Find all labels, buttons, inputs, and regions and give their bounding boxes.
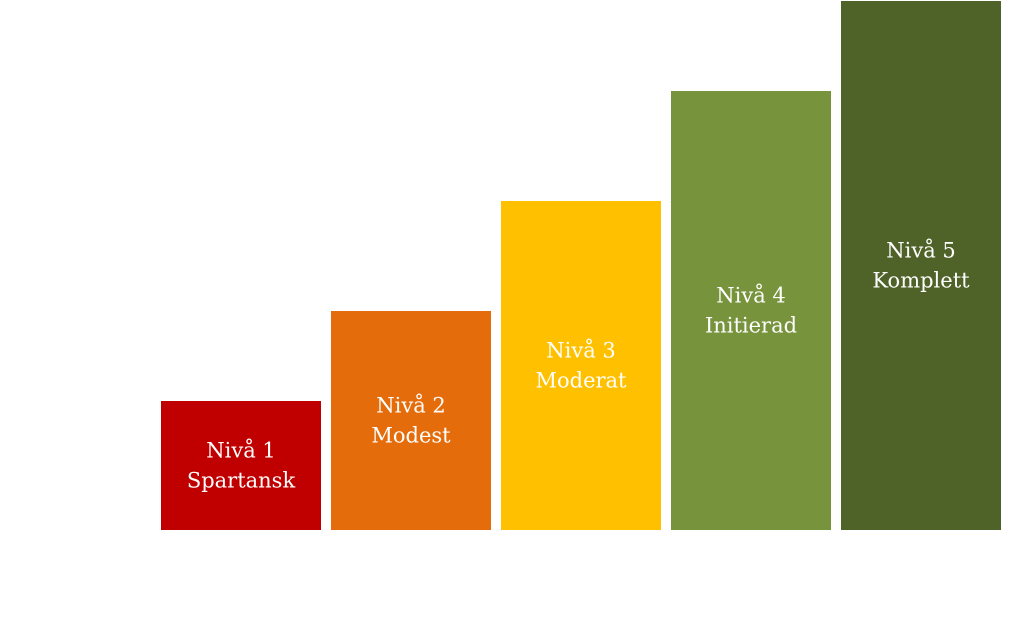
step-name: Initierad bbox=[705, 314, 797, 338]
step-level: Nivå 2 bbox=[376, 394, 446, 418]
step-level: Nivå 3 bbox=[546, 339, 616, 363]
step-1 bbox=[161, 401, 321, 530]
step-4 bbox=[671, 91, 831, 530]
step-level: Nivå 1 bbox=[206, 439, 276, 463]
step-name: Komplett bbox=[872, 269, 970, 293]
step-name: Spartansk bbox=[187, 469, 296, 493]
step-3 bbox=[501, 201, 661, 530]
step-level: Nivå 4 bbox=[716, 284, 786, 308]
step-name: Modest bbox=[371, 424, 451, 448]
step-name: Moderat bbox=[535, 369, 627, 393]
step-level: Nivå 5 bbox=[886, 239, 956, 263]
step-5 bbox=[841, 1, 1001, 530]
step-2 bbox=[331, 311, 491, 530]
